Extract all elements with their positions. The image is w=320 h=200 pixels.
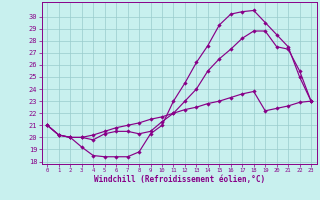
X-axis label: Windchill (Refroidissement éolien,°C): Windchill (Refroidissement éolien,°C): [94, 175, 265, 184]
